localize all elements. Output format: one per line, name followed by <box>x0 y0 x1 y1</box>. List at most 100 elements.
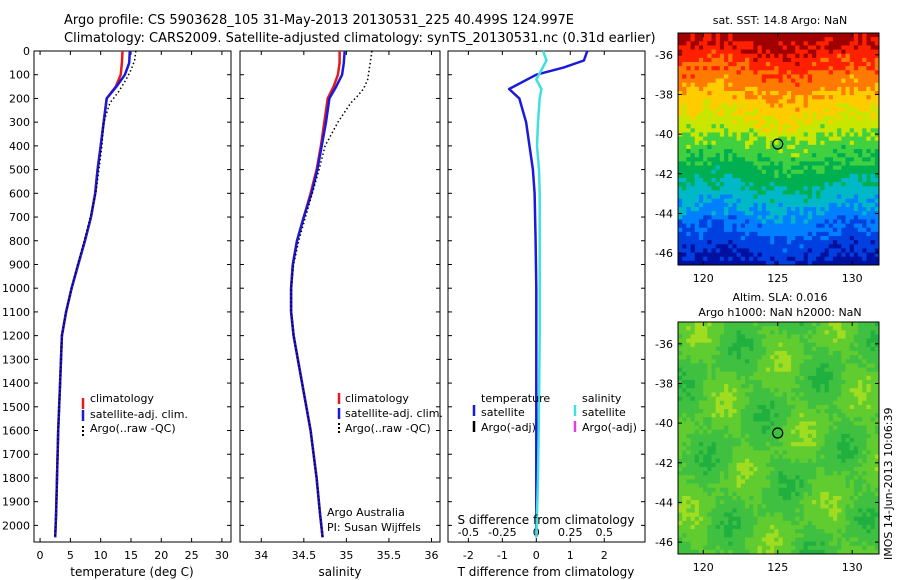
map-cell <box>853 99 859 104</box>
map-cell <box>799 384 805 389</box>
map-cell <box>694 467 700 472</box>
map-cell <box>694 248 700 253</box>
map-cell <box>749 371 754 377</box>
map-cell <box>707 107 712 113</box>
map-cell <box>749 78 754 84</box>
map-cell <box>782 334 788 339</box>
map-cell <box>770 70 775 75</box>
map-cell <box>858 37 863 42</box>
map-cell <box>719 95 725 100</box>
map-cell <box>703 462 708 468</box>
map-cell <box>786 388 792 393</box>
map-cell <box>828 392 834 397</box>
map-cell <box>724 351 729 356</box>
map-cell <box>870 165 876 171</box>
map-cell <box>812 57 817 63</box>
map-cell <box>728 219 733 224</box>
map-cell <box>849 326 855 331</box>
map-cell <box>866 128 872 133</box>
map-cell <box>703 227 708 233</box>
map-cell <box>870 86 876 92</box>
map-cell <box>799 252 805 258</box>
map-cell <box>853 132 859 137</box>
map-cell <box>774 396 779 402</box>
map-cell <box>707 338 712 344</box>
map-cell <box>774 334 779 339</box>
salinity-panel: 34 34.5 35 35.5 36 climatology satellite-adj… <box>239 50 443 579</box>
map-cell <box>686 140 691 146</box>
map-cell <box>682 371 687 377</box>
map-cell <box>686 248 691 253</box>
map-cell <box>807 78 813 84</box>
map-cell <box>778 400 784 406</box>
map-cell <box>686 326 691 331</box>
map-cell <box>799 215 805 220</box>
map-cell <box>690 91 696 96</box>
map-cell <box>749 479 754 484</box>
map-cell <box>682 471 687 476</box>
map-cell <box>782 330 788 335</box>
map-cell <box>870 454 876 460</box>
map-cell <box>682 115 687 121</box>
y-tick-label: 100 <box>9 69 30 82</box>
map-cell <box>820 144 825 150</box>
map-cell <box>698 223 704 229</box>
map-cell <box>832 41 838 46</box>
map-cell <box>837 244 842 249</box>
y-tick-label: 1600 <box>2 425 30 438</box>
map-cell <box>866 404 872 410</box>
map-cell <box>749 248 754 253</box>
map-cell <box>874 346 880 352</box>
map-cell <box>841 223 846 229</box>
map-cell <box>774 227 779 233</box>
map-cell <box>707 194 712 200</box>
map-cell <box>820 433 825 439</box>
map-cell <box>736 99 742 104</box>
map-cell <box>807 400 813 406</box>
map-cell <box>707 202 712 208</box>
map-cell <box>803 82 809 88</box>
map-cell <box>862 153 867 158</box>
map-cell <box>711 33 717 38</box>
map-cell <box>698 120 704 125</box>
map-cell <box>837 322 842 327</box>
map-cell <box>761 91 767 96</box>
map-cell <box>715 173 721 179</box>
map-cell <box>791 45 796 50</box>
map-cell <box>791 326 796 331</box>
map-cell <box>698 53 704 59</box>
map-cell <box>866 346 872 352</box>
map-cell <box>832 57 838 63</box>
map-cell <box>719 404 725 410</box>
map-cell <box>778 458 784 464</box>
map-cell <box>828 446 834 451</box>
map-cell <box>690 128 696 133</box>
map-cell <box>849 363 855 368</box>
map-cell <box>728 128 733 133</box>
map-cell <box>749 136 754 142</box>
map-cell <box>778 186 784 191</box>
map-cell <box>690 338 696 344</box>
map-cell <box>736 396 742 402</box>
map-cell <box>740 454 746 460</box>
map-cell <box>715 417 721 422</box>
map-cell <box>832 342 838 348</box>
map-cell <box>862 136 867 142</box>
map-cell <box>745 211 750 216</box>
map-cell <box>770 491 775 497</box>
map-cell <box>724 132 729 137</box>
map-cell <box>824 355 830 360</box>
map-cell <box>749 190 754 195</box>
map-cell <box>845 479 851 484</box>
map-cell <box>832 111 838 117</box>
map-cell <box>837 371 842 377</box>
map-cell <box>765 454 771 460</box>
map-cell <box>799 380 805 385</box>
x-tick-label: 5 <box>67 549 74 562</box>
map-cell <box>761 244 767 249</box>
map-cell <box>682 409 687 414</box>
map-cell <box>690 248 696 253</box>
map-cell <box>870 467 876 472</box>
map-cell <box>740 442 746 447</box>
map-cell <box>845 446 851 451</box>
